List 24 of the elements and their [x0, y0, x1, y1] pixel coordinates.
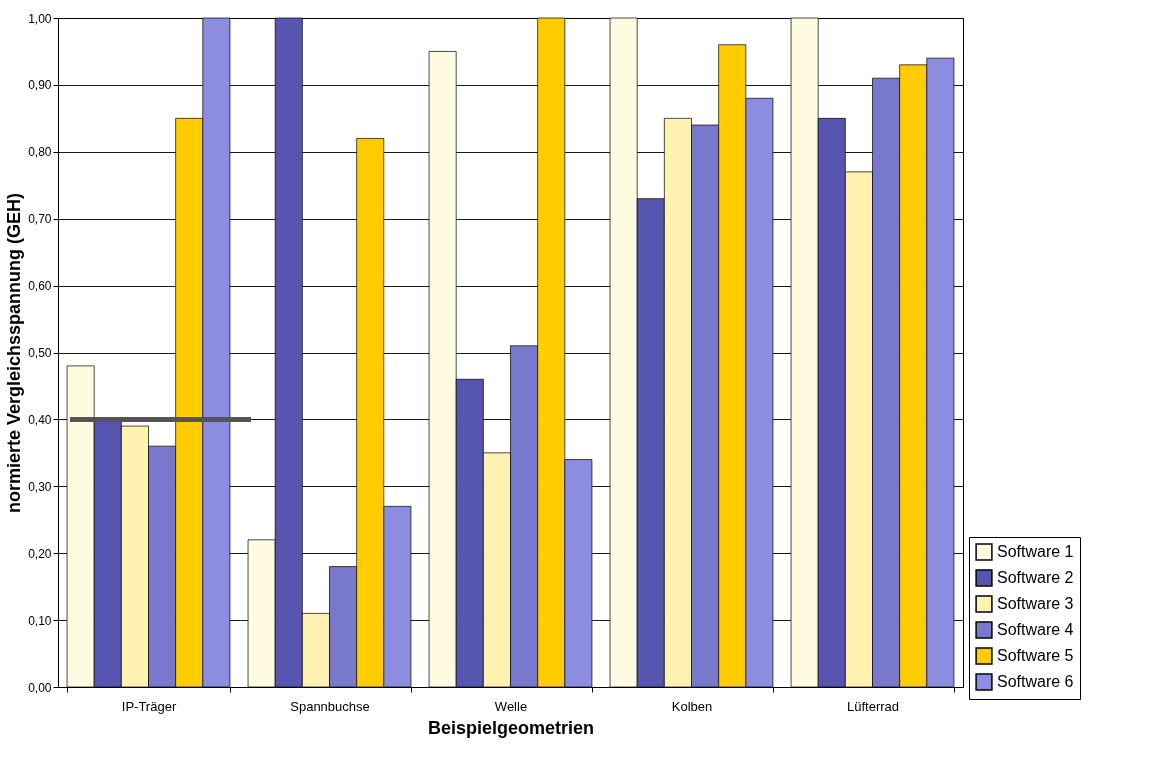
x-tick-label: Welle: [494, 698, 528, 714]
legend-label: Software 2: [997, 569, 1074, 586]
y-tick-label: 0,40: [28, 412, 52, 427]
x-axis-title: Beispielgeometrien: [427, 717, 595, 738]
y-tick-label: 0,50: [28, 346, 52, 360]
y-tick-label: 0,60: [28, 279, 52, 294]
legend-label: Software 6: [997, 673, 1074, 690]
legend-label: Software 1: [997, 543, 1074, 560]
y-tick-label: 0,00: [28, 680, 52, 695]
y-tick-label: 0,30: [28, 479, 52, 494]
legend-label: Software 4: [997, 621, 1074, 638]
x-tick-label: Lüfterrad: [846, 698, 900, 714]
y-tick-label: 0,20: [28, 546, 52, 561]
y-tick-label: 0,70: [28, 212, 52, 227]
x-tick-label: Spannbuchse: [290, 698, 370, 714]
y-tick-label: 0,90: [28, 78, 52, 93]
y-tick-label: 0,80: [28, 145, 52, 160]
y-tick-label: 0,10: [28, 613, 52, 628]
y-axis-title: normierte Vergleichsspannung (GEH): [4, 192, 25, 514]
legend-label: Software 5: [997, 647, 1074, 664]
y-tick-label: 1,00: [28, 11, 52, 26]
legend-label: Software 3: [997, 595, 1074, 612]
x-tick-label: Kolben: [671, 698, 713, 714]
x-tick-label: IP-Träger: [121, 698, 177, 714]
